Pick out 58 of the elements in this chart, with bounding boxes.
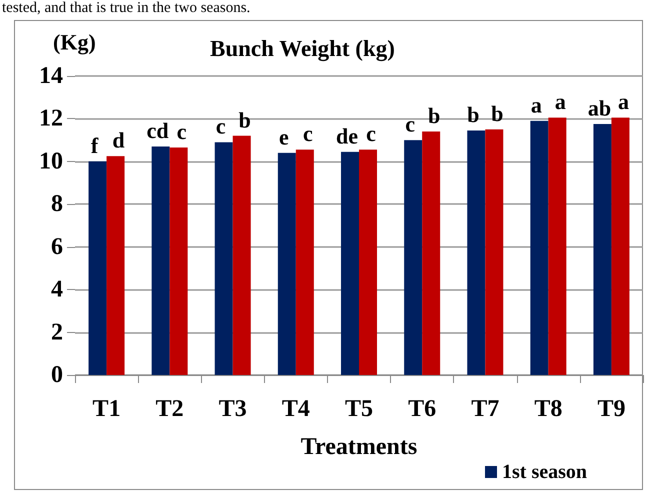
bar [359, 150, 377, 375]
y-tick-label: 0 [51, 362, 63, 388]
x-tick-label: T8 [534, 396, 562, 422]
y-tick-label: 14 [39, 63, 63, 89]
y-tick-label: 2 [51, 319, 63, 346]
x-tick-label: T7 [471, 396, 500, 422]
x-tick-label: T9 [597, 396, 626, 422]
data-label: a [618, 89, 629, 114]
x-tick-label: T4 [282, 396, 310, 422]
legend-label: 1st season [502, 461, 588, 483]
bar [152, 146, 170, 375]
data-label: c [366, 121, 376, 146]
data-label: b [238, 107, 251, 132]
bar [106, 156, 125, 375]
bar [404, 140, 422, 375]
x-tick-label: T3 [218, 396, 247, 422]
bar [341, 152, 359, 375]
data-label: b [428, 103, 440, 128]
y-tick-label: 8 [51, 191, 63, 218]
x-tick-label: T2 [156, 396, 184, 422]
text: tested, and that is true in the two seasons. [2, 0, 250, 16]
y-tick-label: 12 [39, 106, 63, 132]
data-label: c [216, 114, 226, 139]
data-label: d [112, 128, 125, 153]
data-label: e [279, 124, 290, 150]
data-label: c [176, 119, 187, 144]
bar [232, 136, 251, 375]
x-tick-label: T1 [92, 396, 121, 422]
data-label: c [405, 112, 416, 137]
chart-title: Bunch Weight (kg) [210, 36, 395, 62]
data-label: cd [146, 118, 169, 143]
data-label: a [554, 89, 566, 114]
bar [611, 118, 630, 375]
bar [278, 152, 296, 375]
data-label: a [530, 92, 542, 118]
data-label: b [491, 100, 504, 126]
y-tick-label: 6 [51, 234, 63, 260]
bar [88, 161, 107, 375]
data-label: de [336, 123, 358, 148]
bar [548, 118, 566, 375]
bar [530, 120, 548, 375]
bar [170, 148, 188, 375]
y-axis-title: (Kg) [53, 30, 96, 54]
bar [214, 142, 233, 375]
data-label: c [303, 121, 314, 146]
data-label: ab [588, 96, 612, 121]
x-tick-label: T5 [344, 396, 374, 422]
bar [593, 124, 612, 375]
x-axis-title: Treatments [300, 434, 418, 460]
bar [467, 130, 486, 375]
y-tick-label: 10 [39, 148, 63, 174]
y-tick-label: 4 [51, 276, 63, 303]
bar [296, 150, 314, 375]
bar [422, 132, 440, 375]
x-tick-label: T6 [408, 396, 436, 422]
data-label: f [90, 132, 99, 158]
bar [485, 129, 504, 375]
data-label: b [467, 102, 480, 127]
